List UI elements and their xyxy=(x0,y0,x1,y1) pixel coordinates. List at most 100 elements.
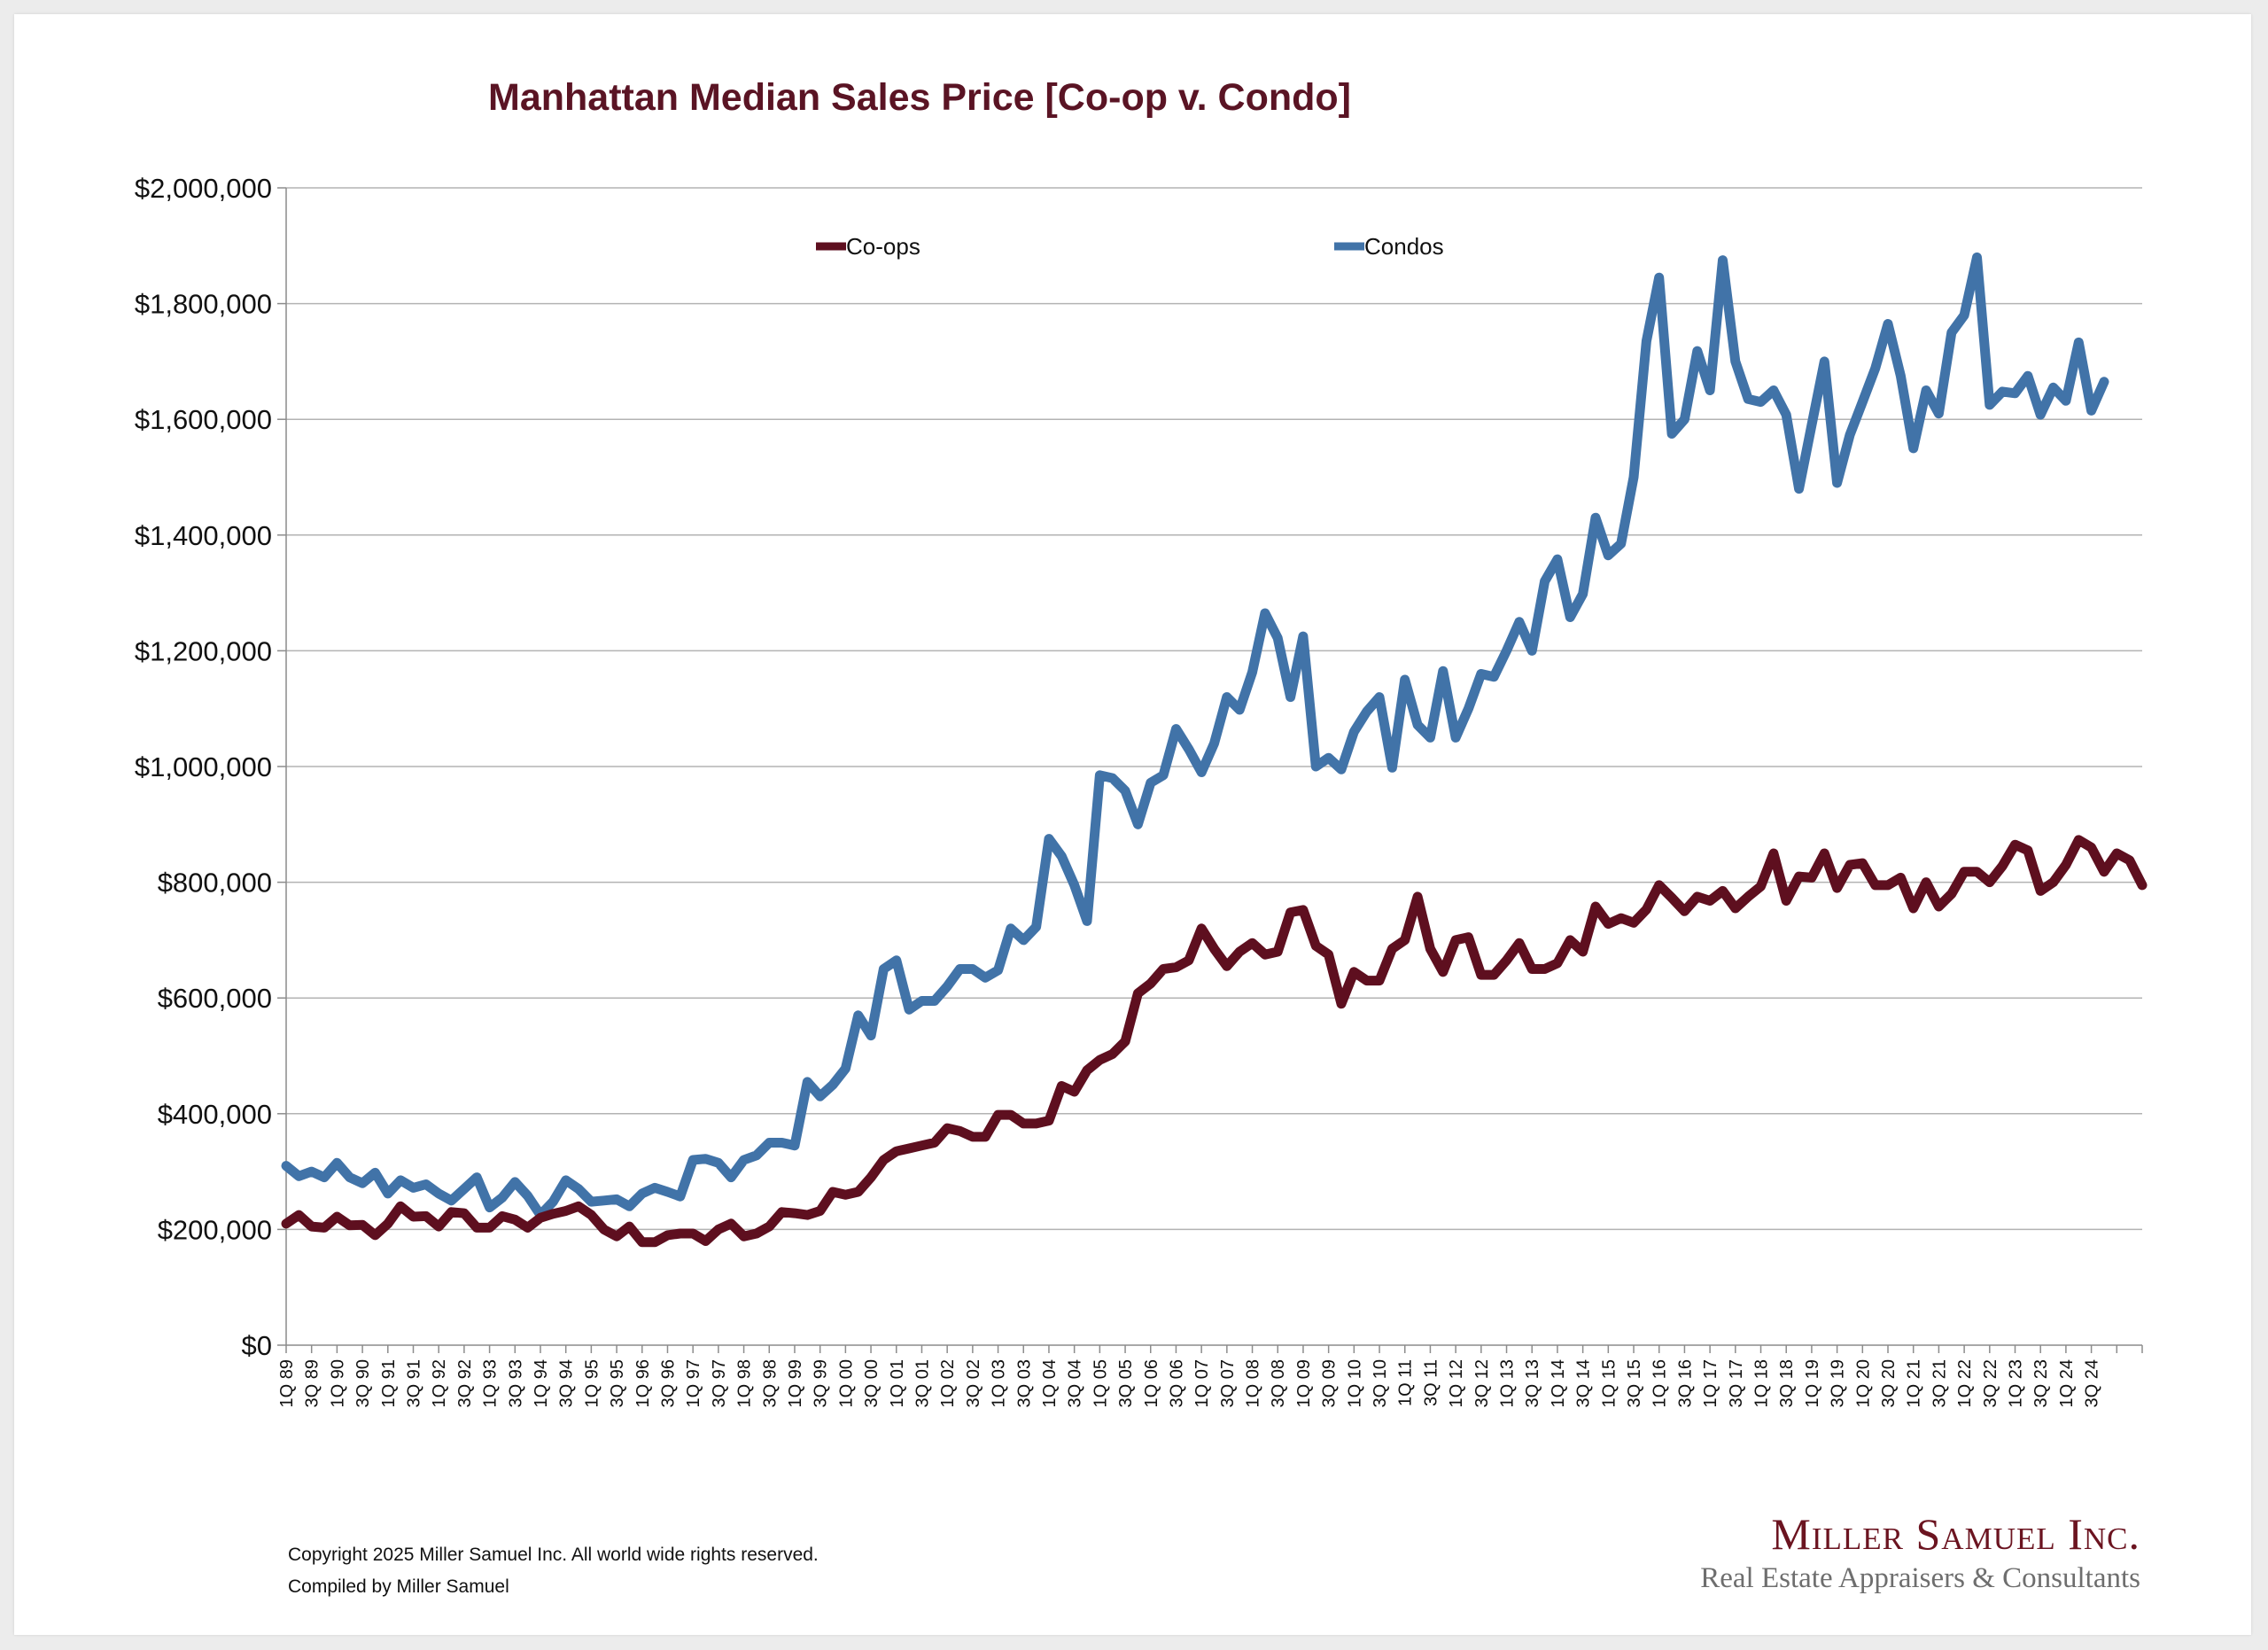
x-tick-label: 1Q 01 xyxy=(888,1359,907,1407)
x-tick-label: 3Q 11 xyxy=(1421,1359,1441,1406)
y-tick-label: $1,200,000 xyxy=(135,635,272,666)
company-logo: Miller Samuel Inc. Real Estate Appraiser… xyxy=(1700,1507,2140,1596)
x-tick-label: 1Q 03 xyxy=(990,1359,1009,1407)
x-tick-label: 3Q 96 xyxy=(658,1359,678,1407)
x-tick-label: 3Q 97 xyxy=(710,1359,729,1407)
x-tick-label: 3Q 21 xyxy=(1930,1359,1949,1407)
x-tick-label: 1Q 90 xyxy=(328,1359,347,1407)
x-tick-label: 1Q 04 xyxy=(1040,1359,1060,1407)
x-tick-label: 3Q 08 xyxy=(1269,1359,1288,1407)
x-tick-label: 3Q 07 xyxy=(1218,1359,1238,1407)
line-chart: Manhattan Median Sales Price [Co-op v. C… xyxy=(135,76,2148,1407)
x-tick-label: 3Q 91 xyxy=(404,1359,423,1407)
x-tick-label: 1Q 11 xyxy=(1396,1359,1416,1406)
x-tick-label: 1Q 08 xyxy=(1244,1359,1263,1407)
x-tick-label: 3Q 18 xyxy=(1777,1359,1797,1407)
x-tick-label: 3Q 03 xyxy=(1014,1359,1034,1407)
x-tick-label: 3Q 13 xyxy=(1523,1359,1542,1407)
x-tick-label: 3Q 90 xyxy=(353,1359,373,1407)
x-tick-label: 1Q 17 xyxy=(1701,1359,1720,1407)
x-tick-label: 1Q 23 xyxy=(2007,1359,2026,1407)
x-tick-label: 1Q 02 xyxy=(938,1359,958,1407)
legend-item-coops: Co-ops xyxy=(816,233,920,260)
x-tick-label: 1Q 13 xyxy=(1498,1359,1518,1407)
x-tick-label: 3Q 93 xyxy=(506,1359,525,1407)
x-tick-label: 1Q 99 xyxy=(786,1359,805,1407)
x-tick-label: 3Q 22 xyxy=(1981,1359,2000,1407)
y-tick-label: $400,000 xyxy=(158,1099,272,1130)
x-tick-label: 3Q 23 xyxy=(2031,1359,2051,1407)
x-tick-label: 3Q 05 xyxy=(1116,1359,1136,1407)
x-axis: 1Q 89 3Q 89 1Q 90 3Q 90 1Q 91 3Q 91 1Q 92 3Q 92… xyxy=(277,188,2143,1407)
copyright-text: Copyright 2025 Miller Samuel Inc. All wo… xyxy=(288,1545,819,1565)
legend: Co-ops Condos xyxy=(816,233,1444,260)
x-tick-label: 3Q 24 xyxy=(2083,1359,2102,1407)
x-tick-label: 3Q 01 xyxy=(913,1359,932,1407)
legend-label-condos: Condos xyxy=(1364,233,1444,260)
x-tick-label: 1Q 91 xyxy=(379,1359,399,1407)
x-tick-label: 1Q 00 xyxy=(836,1359,856,1407)
x-tick-label: 1Q 97 xyxy=(684,1359,703,1407)
x-tick-label: 1Q 95 xyxy=(582,1359,602,1407)
x-tick-label: 1Q 16 xyxy=(1651,1359,1670,1407)
x-tick-label: 1Q 05 xyxy=(1091,1359,1110,1407)
y-tick-label: $1,800,000 xyxy=(135,289,272,320)
x-tick-label: 3Q 09 xyxy=(1320,1359,1340,1407)
legend-item-condos: Condos xyxy=(1334,233,1444,260)
x-tick-label: 1Q 21 xyxy=(1905,1359,1924,1407)
x-tick-label: 1Q 06 xyxy=(1142,1359,1161,1407)
compiled-by-text: Compiled by Miller Samuel xyxy=(288,1576,509,1597)
y-tick-label: $2,000,000 xyxy=(135,173,272,204)
y-tick-label: $200,000 xyxy=(158,1214,272,1245)
x-tick-label: 3Q 06 xyxy=(1167,1359,1186,1407)
x-tick-label: 1Q 89 xyxy=(277,1359,297,1407)
x-tick-label: 3Q 94 xyxy=(557,1359,577,1407)
y-tick-label: $1,000,000 xyxy=(135,751,272,782)
y-tick-label: $0 xyxy=(242,1330,272,1361)
x-tick-label: 3Q 00 xyxy=(862,1359,882,1407)
y-axis: $0 $200,000 $400,000 $600,000 $800,000 $1,000… xyxy=(135,173,286,1361)
series-layer xyxy=(281,252,2148,1248)
x-tick-label: 1Q 12 xyxy=(1447,1359,1466,1407)
x-tick-label: 3Q 02 xyxy=(964,1359,983,1407)
x-tick-label: 1Q 22 xyxy=(1955,1359,1975,1407)
y-tick-label: $1,400,000 xyxy=(135,520,272,551)
chart-frame: Manhattan Median Sales Price [Co-op v. C… xyxy=(14,14,2251,1635)
y-tick-label: $600,000 xyxy=(158,983,272,1014)
chart-title: Manhattan Median Sales Price [Co-op v. C… xyxy=(488,76,1351,119)
x-tick-label: 3Q 17 xyxy=(1727,1359,1746,1407)
x-tick-label: 1Q 14 xyxy=(1549,1359,1568,1407)
x-tick-label: 1Q 09 xyxy=(1294,1359,1314,1407)
x-tick-label: 1Q 24 xyxy=(2057,1359,2077,1407)
x-tick-label: 3Q 89 xyxy=(303,1359,322,1407)
x-tick-label: 1Q 92 xyxy=(430,1359,449,1407)
x-tick-label: 3Q 14 xyxy=(1574,1359,1594,1407)
x-tick-label: 3Q 95 xyxy=(608,1359,627,1407)
legend-label-coops: Co-ops xyxy=(846,233,920,260)
x-tick-label: 1Q 94 xyxy=(532,1359,551,1407)
x-tick-label: 3Q 10 xyxy=(1371,1359,1390,1407)
x-tick-label: 1Q 20 xyxy=(1853,1359,1873,1407)
x-tick-label: 1Q 19 xyxy=(1803,1359,1822,1407)
x-tick-label: 1Q 93 xyxy=(481,1359,501,1407)
x-tick-label: 3Q 16 xyxy=(1675,1359,1695,1407)
x-tick-label: 1Q 07 xyxy=(1192,1359,1212,1407)
x-tick-label: 3Q 04 xyxy=(1066,1359,1085,1407)
x-tick-label: 3Q 98 xyxy=(760,1359,780,1407)
y-tick-label: $800,000 xyxy=(158,868,272,899)
logo-tagline: Real Estate Appraisers & Consultants xyxy=(1700,1562,2140,1594)
x-tick-label: 1Q 10 xyxy=(1345,1359,1364,1407)
logo-name: Miller Samuel Inc. xyxy=(1771,1509,2140,1559)
x-tick-label: 3Q 15 xyxy=(1625,1359,1644,1407)
x-tick-label: 1Q 18 xyxy=(1752,1359,1772,1407)
x-tick-label: 1Q 15 xyxy=(1599,1359,1619,1407)
x-tick-label: 3Q 20 xyxy=(1879,1359,1899,1407)
y-tick-label: $1,600,000 xyxy=(135,404,272,435)
series-line-condos xyxy=(281,252,2109,1220)
x-tick-label: 1Q 96 xyxy=(633,1359,653,1407)
series-line-coops xyxy=(281,835,2148,1248)
gridlines xyxy=(286,187,2142,1231)
x-tick-label: 3Q 19 xyxy=(1829,1359,1848,1407)
x-tick-label: 3Q 92 xyxy=(455,1359,475,1407)
x-tick-label: 3Q 99 xyxy=(812,1359,831,1407)
